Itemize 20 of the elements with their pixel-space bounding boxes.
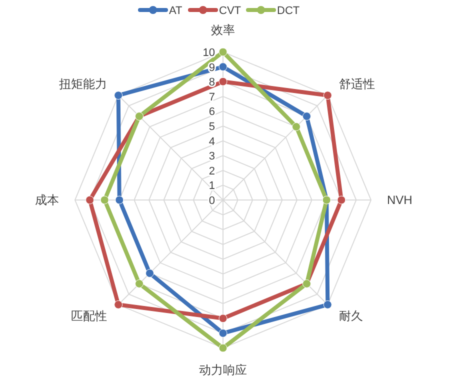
y-tick-label: 10 [202, 47, 215, 59]
legend-label: DCT [277, 5, 300, 17]
y-tick-label: 3 [208, 150, 215, 163]
y-tick-label: 5 [208, 121, 215, 133]
spoke-label: 效率 [211, 23, 235, 37]
y-tick-label: 7 [208, 91, 215, 104]
spoke-label: 动力响应 [199, 363, 247, 377]
legend-label: CVT [219, 5, 242, 17]
y-tick-label: 4 [208, 136, 215, 148]
y-tick-label: 0 [208, 195, 215, 207]
y-tick-label: 1 [208, 180, 215, 192]
spoke-label: NVH [387, 193, 412, 207]
spoke-label: 匹配性 [71, 308, 108, 323]
legend-label: AT [169, 5, 183, 17]
spoke-label: 成本 [35, 193, 59, 207]
spoke-label: 舒适性 [338, 77, 375, 92]
y-tick-label: 2 [208, 165, 215, 178]
spoke-label: 耐久 [338, 308, 363, 323]
spoke-label: 扭矩能力 [59, 77, 108, 92]
y-tick-label: 6 [208, 106, 215, 118]
